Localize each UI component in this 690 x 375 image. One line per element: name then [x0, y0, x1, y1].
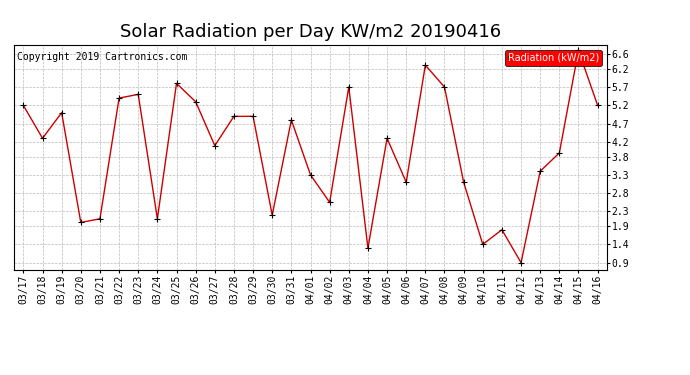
Legend: Radiation (kW/m2): Radiation (kW/m2) — [505, 50, 602, 66]
Title: Solar Radiation per Day KW/m2 20190416: Solar Radiation per Day KW/m2 20190416 — [120, 22, 501, 40]
Text: Copyright 2019 Cartronics.com: Copyright 2019 Cartronics.com — [17, 52, 187, 62]
